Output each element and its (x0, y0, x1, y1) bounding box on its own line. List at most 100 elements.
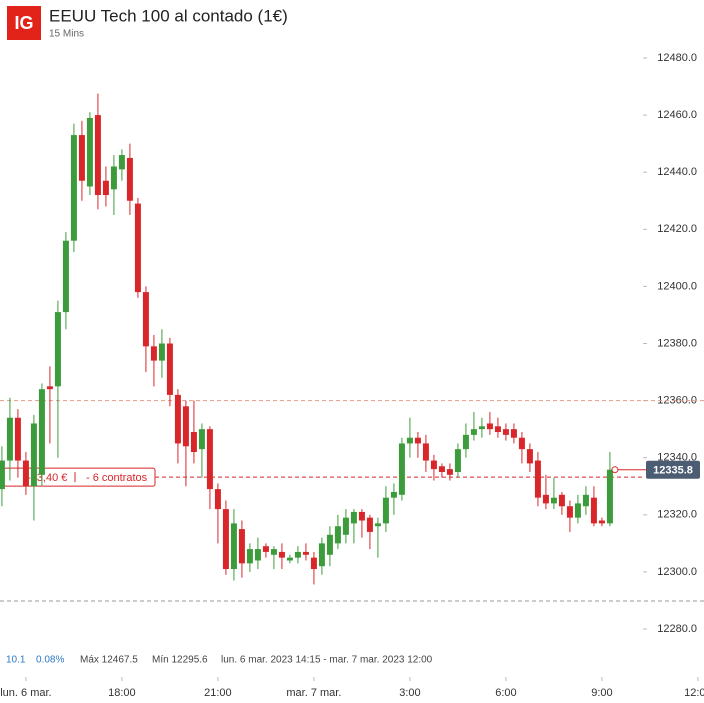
y-tick-label: 12340.0 (657, 452, 697, 464)
candle-body (462, 434, 469, 450)
position-pnl: -23,40 € (27, 472, 67, 484)
candle-body (606, 469, 613, 524)
chart-subtitle: 15 Mins (49, 29, 84, 40)
candle-body (158, 343, 165, 361)
candle-body (582, 494, 589, 507)
logo (7, 6, 41, 40)
candle-body (326, 534, 333, 555)
candle-body (550, 497, 557, 504)
candle-body (406, 437, 413, 444)
candle-body (366, 517, 373, 532)
candle-body (566, 506, 573, 518)
x-tick-label: mar. 7 mar. (286, 687, 341, 699)
candle-body (558, 494, 565, 507)
candle-body (262, 546, 269, 552)
x-tick-label: 9:00 (591, 687, 612, 699)
candle-body (142, 292, 149, 347)
candle-body (38, 389, 45, 475)
y-tick-label: 12280.0 (657, 623, 697, 635)
candle-body (510, 429, 517, 438)
candle-body (70, 135, 77, 241)
candle-body (518, 437, 525, 450)
candle-body (342, 517, 349, 535)
range: lun. 6 mar. 2023 14:15 - mar. 7 mar. 202… (221, 655, 433, 666)
candle-body (150, 346, 157, 361)
candle-body (286, 557, 293, 561)
chart-title: EEUU Tech 100 al contado (1€) (49, 6, 288, 25)
change: 10.1 (6, 655, 26, 666)
x-tick-label: 18:00 (108, 687, 136, 699)
candle-body (214, 489, 221, 510)
candle-body (438, 466, 445, 472)
candle-body (334, 526, 341, 544)
candle-body (46, 386, 53, 390)
candle-body (238, 529, 245, 564)
max: Máx 12467.5 (80, 655, 138, 666)
candle-body (446, 469, 453, 475)
candle-body (246, 549, 253, 564)
candle-body (502, 429, 509, 435)
candle-body (270, 549, 277, 555)
candle-body (222, 509, 229, 570)
candle-body (94, 115, 101, 196)
x-tick-label: lun. 6 mar. (0, 687, 51, 699)
candle-body (598, 520, 605, 524)
last-price-box (646, 460, 700, 479)
candle-body (374, 523, 381, 527)
y-tick-label: 12360.0 (657, 395, 697, 407)
candle-body (198, 429, 205, 450)
candle-body (134, 203, 141, 293)
candle-body (310, 557, 317, 570)
candle-body (174, 394, 181, 444)
y-tick-label: 12440.0 (657, 166, 697, 178)
candle-body (382, 497, 389, 524)
y-tick-label: 12380.0 (657, 337, 697, 349)
candle-body (22, 460, 29, 487)
candle-body (166, 343, 173, 395)
candle-body (478, 426, 485, 430)
candle-body (254, 549, 261, 561)
candle-body (14, 417, 21, 461)
x-tick-label: 6:00 (495, 687, 516, 699)
candle-body (350, 511, 357, 524)
candle-body (414, 437, 421, 444)
candle-body (470, 429, 477, 435)
candle-body (494, 426, 501, 433)
y-tick-label: 12320.0 (657, 509, 697, 521)
y-tick-label: 12480.0 (657, 52, 697, 64)
candle-body (110, 166, 117, 190)
candle-body (54, 312, 61, 387)
y-tick-label: 12300.0 (657, 566, 697, 578)
candle-body (102, 180, 109, 196)
candle-body (0, 460, 5, 490)
logo-text: IG (14, 13, 33, 33)
candle-body (86, 117, 93, 187)
x-tick-label: 21:00 (204, 687, 232, 699)
candle-body (190, 432, 197, 452)
candle-body (390, 491, 397, 498)
candle-body (358, 511, 365, 521)
candle-body (230, 523, 237, 570)
candle-body (6, 417, 13, 461)
candle-body (182, 406, 189, 447)
last-price-dot (611, 466, 619, 474)
y-tick-label: 12420.0 (657, 223, 697, 235)
candle-body (430, 460, 437, 470)
candle-body (454, 449, 461, 472)
x-tick-label: 3:00 (399, 687, 420, 699)
last-price-label: 12335.8 (653, 465, 693, 477)
candle-body (542, 494, 549, 504)
candle-body (422, 443, 429, 461)
candle-body (278, 551, 285, 558)
candle-body (294, 551, 301, 558)
candle-body (486, 423, 493, 430)
candle-body (206, 429, 213, 490)
min: Mín 12295.6 (152, 655, 208, 666)
candle-body (302, 551, 309, 555)
x-tick-label: 12:00 (684, 687, 704, 699)
candle-body (590, 497, 597, 524)
candle-body (126, 157, 133, 201)
change-pct: 0.08% (36, 655, 64, 666)
candle-body (78, 135, 85, 181)
position-size: - 6 contratos (86, 472, 148, 484)
